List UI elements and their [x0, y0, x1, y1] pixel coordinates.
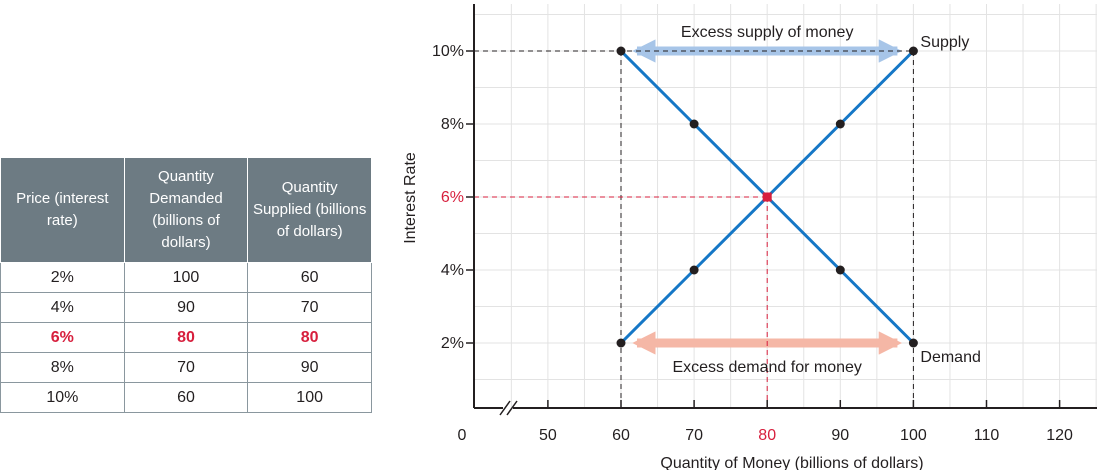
- x-axis-label: Quantity of Money (billions of dollars): [660, 455, 923, 470]
- cell-rate: 6%: [0, 322, 125, 353]
- schedule-table: Price (interest rate) Quantity Demanded …: [0, 157, 372, 413]
- header-price: Price (interest rate): [0, 157, 125, 263]
- cell-demanded: 80: [123, 322, 249, 353]
- table-row-equilibrium: 6% 80 80: [0, 322, 372, 353]
- supply-curve-label: Supply: [920, 34, 969, 51]
- cell-supplied: 80: [247, 322, 372, 353]
- x-tick-label: 50: [539, 427, 557, 444]
- table-row: 10% 60 100: [0, 382, 372, 413]
- data-point-supply: [908, 46, 918, 56]
- x-tick-label: 70: [685, 427, 703, 444]
- x-tick-label: 110: [974, 427, 1000, 444]
- x-tick-label: 80: [758, 427, 776, 444]
- y-tick-label: 6%: [441, 189, 464, 206]
- excess-demand-label: Excess demand for money: [672, 359, 861, 376]
- equilibrium-point: [762, 192, 772, 202]
- data-point-supply: [616, 338, 626, 348]
- header-quantity-demanded: Quantity Demanded (billions of dollars): [123, 157, 249, 263]
- table-header-row: Price (interest rate) Quantity Demanded …: [0, 157, 372, 263]
- data-point-demand: [908, 338, 918, 348]
- y-tick-label: 2%: [441, 335, 464, 352]
- y-tick-label: 4%: [441, 262, 464, 279]
- table-row: 4% 90 70: [0, 292, 372, 323]
- data-point-demand: [689, 119, 699, 129]
- header-quantity-supplied: Quantity Supplied (billions of dollars): [247, 157, 372, 263]
- x-tick-label: 60: [612, 427, 630, 444]
- cell-supplied: 70: [247, 292, 372, 323]
- x-tick-label: 120: [1046, 427, 1073, 444]
- cell-demanded: 60: [123, 382, 249, 413]
- data-point-supply: [835, 119, 845, 129]
- data-point-supply: [689, 265, 699, 275]
- table-row: 8% 70 90: [0, 352, 372, 383]
- axis-break-mark: [506, 400, 518, 416]
- x-tick-label: 0: [458, 427, 467, 444]
- data-point-demand: [835, 265, 845, 275]
- cell-rate: 4%: [0, 292, 125, 323]
- x-tick-label: 90: [831, 427, 849, 444]
- axis-break-mark: [499, 400, 511, 416]
- data-point-demand: [616, 46, 626, 56]
- cell-demanded: 100: [123, 262, 249, 293]
- excess-supply-label: Excess supply of money: [681, 24, 854, 41]
- x-tick-label: 100: [900, 427, 927, 444]
- y-tick-label: 8%: [441, 116, 464, 133]
- cell-supplied: 100: [247, 382, 372, 413]
- y-tick-label: 10%: [432, 43, 464, 60]
- y-axis-label: Interest Rate: [402, 152, 419, 244]
- cell-supplied: 90: [247, 352, 372, 383]
- cell-supplied: 60: [247, 262, 372, 293]
- demand-curve-label: Demand: [920, 349, 980, 366]
